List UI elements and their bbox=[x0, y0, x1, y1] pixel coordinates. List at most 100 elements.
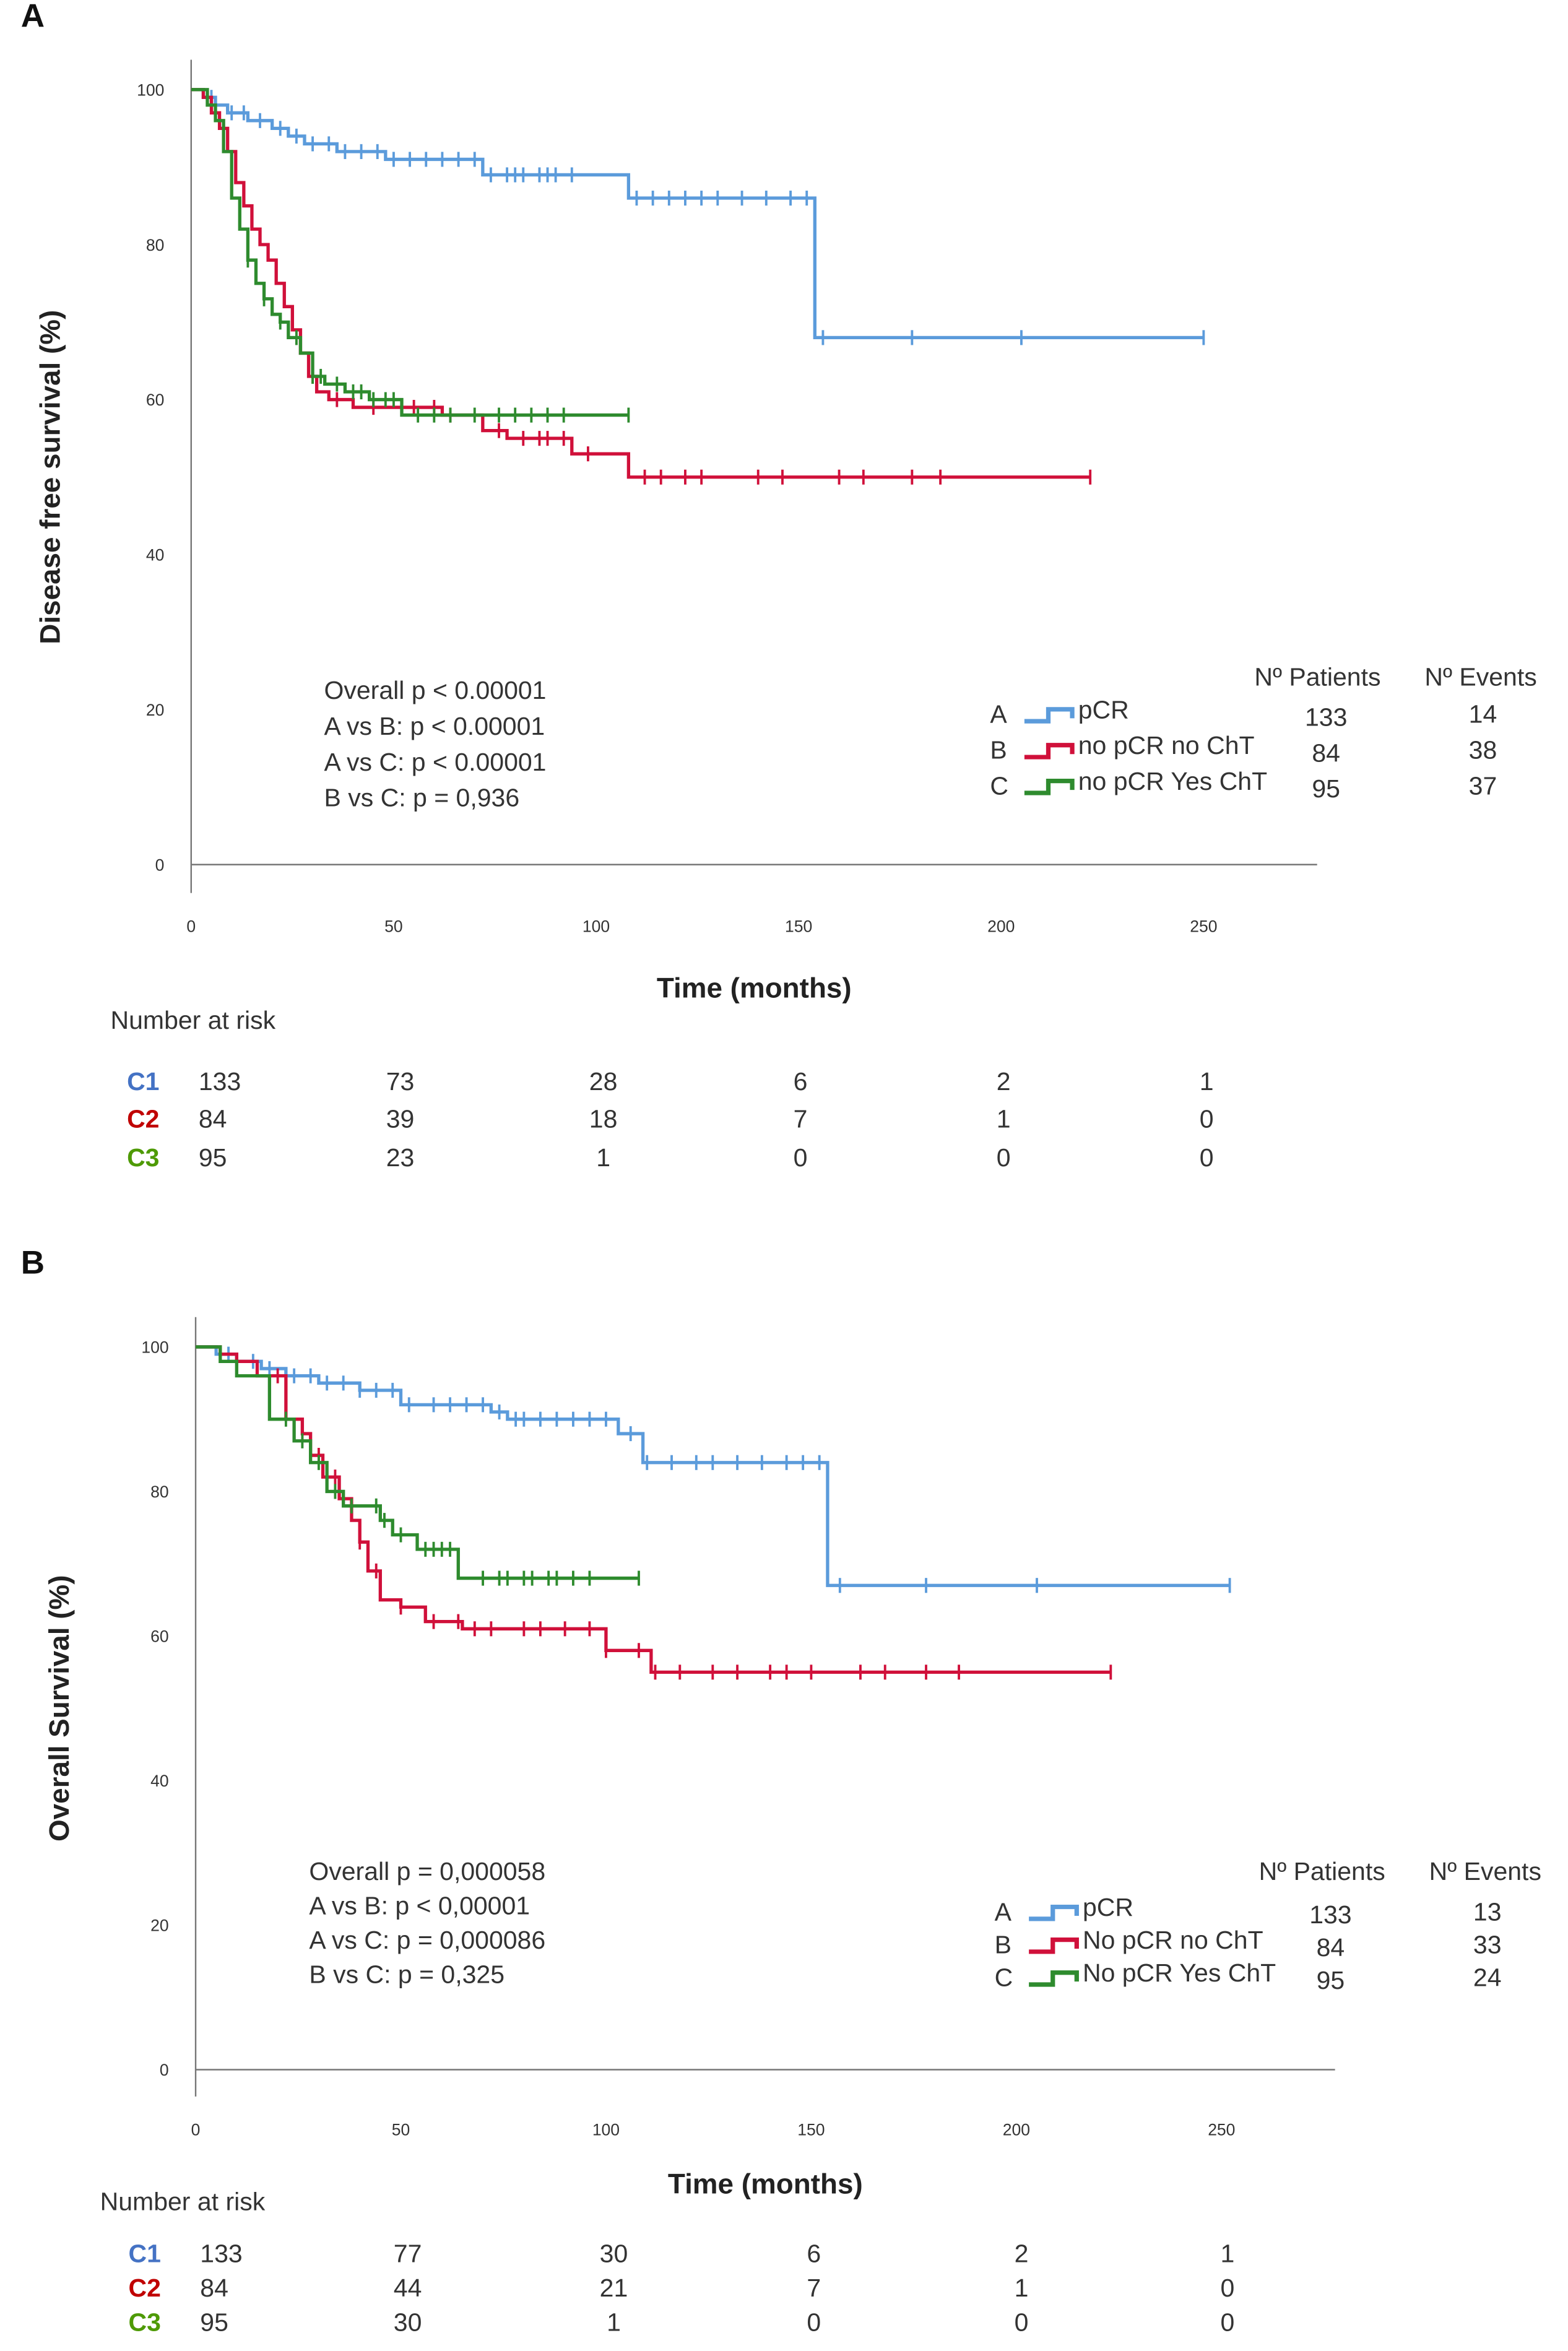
risk-value: 95 bbox=[199, 1143, 227, 1172]
risk-value: 1 bbox=[1015, 2274, 1029, 2302]
risk-value: 28 bbox=[589, 1067, 618, 1096]
risk-value: 84 bbox=[199, 1104, 227, 1133]
legend-events: 38 bbox=[1469, 735, 1497, 764]
x-tick-label: 50 bbox=[384, 917, 403, 935]
legend-events: 13 bbox=[1473, 1897, 1502, 1926]
risk-value: 30 bbox=[600, 2240, 628, 2268]
risk-value: 1 bbox=[596, 1143, 610, 1172]
x-tick-label: 0 bbox=[191, 2121, 201, 2139]
legend-events: 24 bbox=[1473, 1963, 1502, 1991]
y-tick-label: 20 bbox=[150, 1916, 169, 1935]
risk-value: 0 bbox=[997, 1143, 1011, 1172]
legend-swatch bbox=[1029, 1904, 1079, 1921]
x-tick-label: 250 bbox=[1190, 917, 1217, 935]
risk-value: 0 bbox=[1221, 2308, 1235, 2337]
risk-value: 0 bbox=[1200, 1104, 1214, 1133]
legend-patients: 95 bbox=[1312, 774, 1340, 803]
p-value-annotation: Overall p = 0,000058 bbox=[309, 1857, 545, 1886]
x-tick-label: 200 bbox=[987, 917, 1015, 935]
survival-curve-a bbox=[191, 88, 1204, 340]
y-tick-label: 40 bbox=[150, 1772, 169, 1790]
legend-swatch bbox=[1029, 1970, 1079, 1987]
risk-value: 1 bbox=[1221, 2240, 1235, 2268]
legend-swatch bbox=[1024, 707, 1075, 724]
panel-label: A bbox=[21, 0, 45, 34]
risk-row-label: C1 bbox=[127, 1067, 159, 1096]
risk-row-label: C2 bbox=[128, 2274, 160, 2302]
legend-label: pCR bbox=[1083, 1893, 1133, 1921]
p-value-annotation: Overall p < 0.00001 bbox=[324, 676, 546, 704]
y-tick-label: 60 bbox=[146, 391, 165, 409]
risk-table-title: Number at risk bbox=[100, 2187, 266, 2215]
risk-value: 0 bbox=[1015, 2308, 1029, 2337]
legend-events: 14 bbox=[1469, 700, 1497, 729]
risk-value: 44 bbox=[394, 2274, 422, 2302]
panel-label: B bbox=[21, 1245, 45, 1281]
risk-value: 84 bbox=[200, 2274, 228, 2302]
p-value-annotation: A vs B: p < 0.00001 bbox=[324, 712, 545, 740]
legend-patients: 84 bbox=[1317, 1933, 1345, 1962]
risk-value: 133 bbox=[200, 2240, 242, 2268]
risk-value: 2 bbox=[997, 1067, 1011, 1096]
p-value-annotation: B vs C: p = 0,936 bbox=[324, 784, 519, 812]
legend-header-patients: Nº Patients bbox=[1259, 1857, 1385, 1886]
legend-label: No pCR Yes ChT bbox=[1083, 1959, 1276, 1987]
legend-key: B bbox=[995, 1930, 1011, 1959]
risk-value: 0 bbox=[1200, 1143, 1214, 1172]
survival-curve-b bbox=[196, 1345, 1111, 1674]
legend-swatch bbox=[1024, 779, 1075, 795]
risk-value: 73 bbox=[386, 1067, 415, 1096]
risk-value: 2 bbox=[1015, 2240, 1029, 2268]
legend-swatch bbox=[1024, 743, 1075, 760]
x-tick-label: 100 bbox=[583, 917, 610, 935]
legend-header-patients: Nº Patients bbox=[1254, 662, 1380, 691]
legend-key: B bbox=[990, 735, 1007, 764]
legend-key: C bbox=[995, 1963, 1013, 1991]
x-axis-title: Time (months) bbox=[657, 972, 852, 1003]
y-axis-title: Overall Survival (%) bbox=[43, 1575, 75, 1841]
risk-table-title: Number at risk bbox=[111, 1006, 276, 1034]
risk-value: 1 bbox=[1200, 1067, 1214, 1096]
survival-curve-b bbox=[191, 88, 1091, 479]
legend-header-events: Nº Events bbox=[1424, 662, 1536, 691]
legend-label: no pCR no ChT bbox=[1078, 731, 1255, 760]
y-tick-label: 20 bbox=[146, 701, 165, 719]
y-tick-label: 80 bbox=[150, 1483, 169, 1501]
y-tick-label: 40 bbox=[146, 546, 165, 565]
legend-label: pCR bbox=[1078, 695, 1129, 724]
risk-value: 39 bbox=[386, 1104, 415, 1133]
risk-value: 7 bbox=[807, 2274, 821, 2302]
x-tick-label: 150 bbox=[785, 917, 812, 935]
legend-swatch bbox=[1029, 1938, 1079, 1954]
x-tick-label: 200 bbox=[1003, 2121, 1030, 2139]
x-tick-label: 150 bbox=[797, 2121, 825, 2139]
y-axis-title: Disease free survival (%) bbox=[35, 310, 66, 644]
p-value-annotation: A vs B: p < 0,00001 bbox=[309, 1892, 530, 1920]
risk-value: 30 bbox=[394, 2308, 422, 2337]
x-tick-label: 50 bbox=[392, 2121, 410, 2139]
x-tick-label: 250 bbox=[1208, 2121, 1235, 2139]
risk-value: 133 bbox=[199, 1067, 241, 1096]
p-value-annotation: A vs C: p < 0.00001 bbox=[324, 748, 546, 776]
legend-key: A bbox=[995, 1897, 1012, 1926]
risk-value: 0 bbox=[807, 2308, 821, 2337]
legend-key: C bbox=[990, 771, 1008, 800]
legend-patients: 133 bbox=[1309, 1900, 1351, 1929]
legend-label: No pCR no ChT bbox=[1083, 1926, 1263, 1954]
p-value-annotation: A vs C: p = 0,000086 bbox=[309, 1926, 545, 1954]
risk-row-label: C3 bbox=[128, 2308, 160, 2337]
risk-value: 0 bbox=[1221, 2274, 1235, 2302]
risk-row-label: C3 bbox=[127, 1143, 159, 1172]
y-tick-label: 60 bbox=[150, 1627, 169, 1646]
risk-value: 95 bbox=[200, 2308, 228, 2337]
risk-value: 0 bbox=[794, 1143, 808, 1172]
legend-label: no pCR Yes ChT bbox=[1078, 767, 1267, 795]
y-tick-label: 0 bbox=[155, 855, 165, 874]
risk-value: 1 bbox=[997, 1104, 1011, 1133]
risk-row-label: C2 bbox=[127, 1104, 159, 1133]
y-tick-label: 80 bbox=[146, 236, 165, 254]
legend-patients: 133 bbox=[1305, 703, 1347, 731]
